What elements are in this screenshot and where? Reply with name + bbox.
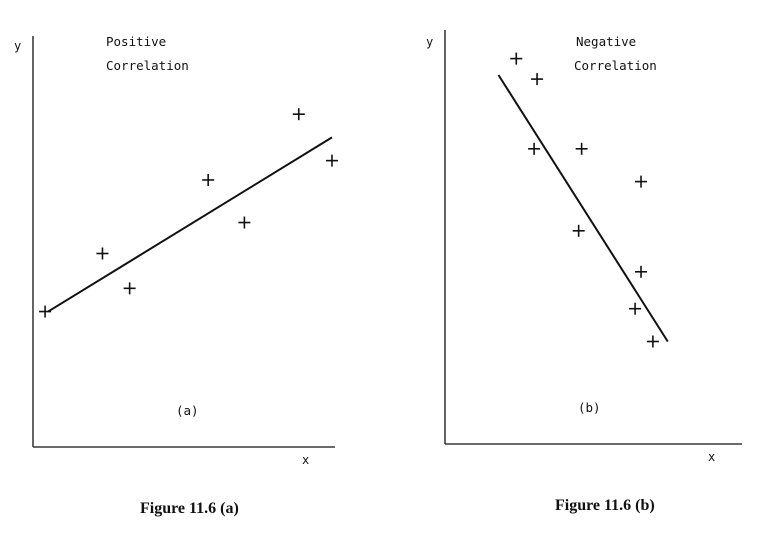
panel-a-xlabel: x: [302, 453, 309, 467]
panel-b-point-3: [528, 142, 541, 155]
panel-b-title-line-1: Negative: [576, 34, 636, 49]
panel-a: y x Positive Correlation (a) Figure 11.6…: [14, 34, 338, 517]
panel-b-point-8: [629, 302, 642, 315]
panel-b-xlabel: x: [708, 450, 715, 464]
panel-a-title-line-1: Positive: [106, 34, 166, 49]
panel-a-point-1: [39, 305, 52, 318]
panel-b-caption: Figure 11.6 (b): [555, 497, 655, 514]
panel-b-point-6: [572, 224, 585, 237]
panel-a-trend-line: [47, 136, 333, 313]
panel-b-point-9: [646, 335, 659, 348]
panel-b-point-2: [531, 73, 544, 86]
panel-b: y x Negative Correlation (b) Figure 11.6…: [426, 30, 742, 514]
panel-a-point-4: [202, 173, 215, 186]
panel-a-title-line-2: Correlation: [106, 58, 189, 73]
panel-a-point-3: [123, 282, 136, 295]
panel-a-point-5: [238, 216, 251, 229]
panel-b-ylabel: y: [426, 35, 433, 49]
panel-b-panel-label: (b): [578, 400, 601, 415]
panel-a-point-2: [96, 247, 109, 260]
panel-a-ylabel: y: [14, 39, 21, 53]
panel-a-caption: Figure 11.6 (a): [140, 500, 239, 517]
panel-b-point-5: [635, 175, 648, 188]
panel-a-point-6: [292, 108, 305, 121]
panel-b-points: [510, 52, 659, 348]
panel-a-points: [39, 108, 338, 318]
panel-b-point-4: [575, 142, 588, 155]
panel-a-point-7: [325, 154, 338, 167]
panel-b-trend-line: [497, 74, 669, 343]
panel-b-point-7: [635, 265, 648, 278]
panel-b-title-line-2: Correlation: [574, 58, 657, 73]
panel-b-point-1: [510, 52, 523, 65]
panel-a-panel-label: (a): [176, 403, 199, 418]
